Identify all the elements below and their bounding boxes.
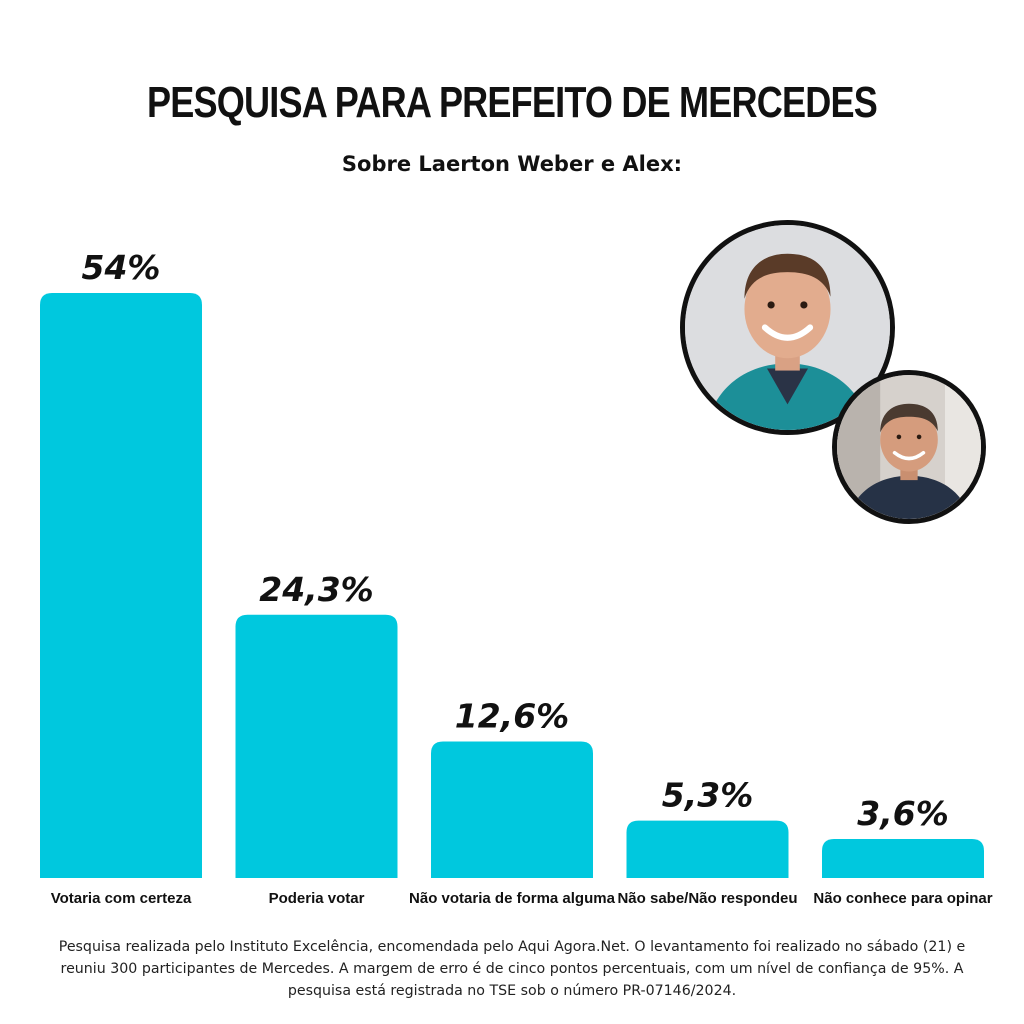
bar-1 — [40, 293, 202, 878]
bar-chart: 54% 24,3% 12,6% 5,3% 3,6% Votaria com certez… — [40, 248, 993, 907]
value-labels: 54% 24,3% 12,6% 5,3% 3,6% — [82, 248, 949, 833]
category-label-2: Poderia votar — [269, 890, 365, 907]
category-labels: Votaria com certeza Poderia votar Não vota… — [51, 890, 993, 907]
bar-value-label-5: 3,6% — [857, 794, 949, 833]
category-label-5: Não conhece para opinar — [813, 890, 992, 907]
bar-4 — [626, 820, 789, 878]
candidate-photo-alex-icon — [832, 370, 986, 524]
page-title: PESQUISA PARA PREFEITO DE MERCEDES — [147, 78, 878, 127]
bar-5 — [822, 839, 984, 878]
bar-value-label-1: 54% — [82, 248, 161, 287]
bar-value-label-3: 12,6% — [455, 697, 570, 736]
page-subtitle: Sobre Laerton Weber e Alex: — [341, 152, 683, 176]
category-label-3: Não votaria de forma alguma — [409, 890, 616, 907]
bar-2 — [235, 614, 398, 878]
bar-3 — [431, 741, 593, 878]
bar-value-label-2: 24,3% — [259, 570, 374, 609]
survey-footnote: Pesquisa realizada pelo Instituto Excelê… — [58, 939, 966, 999]
bars — [40, 293, 984, 878]
category-label-1: Votaria com certeza — [51, 890, 192, 907]
category-label-4: Não sabe/Não respondeu — [617, 890, 797, 907]
bar-value-label-4: 5,3% — [662, 776, 754, 815]
